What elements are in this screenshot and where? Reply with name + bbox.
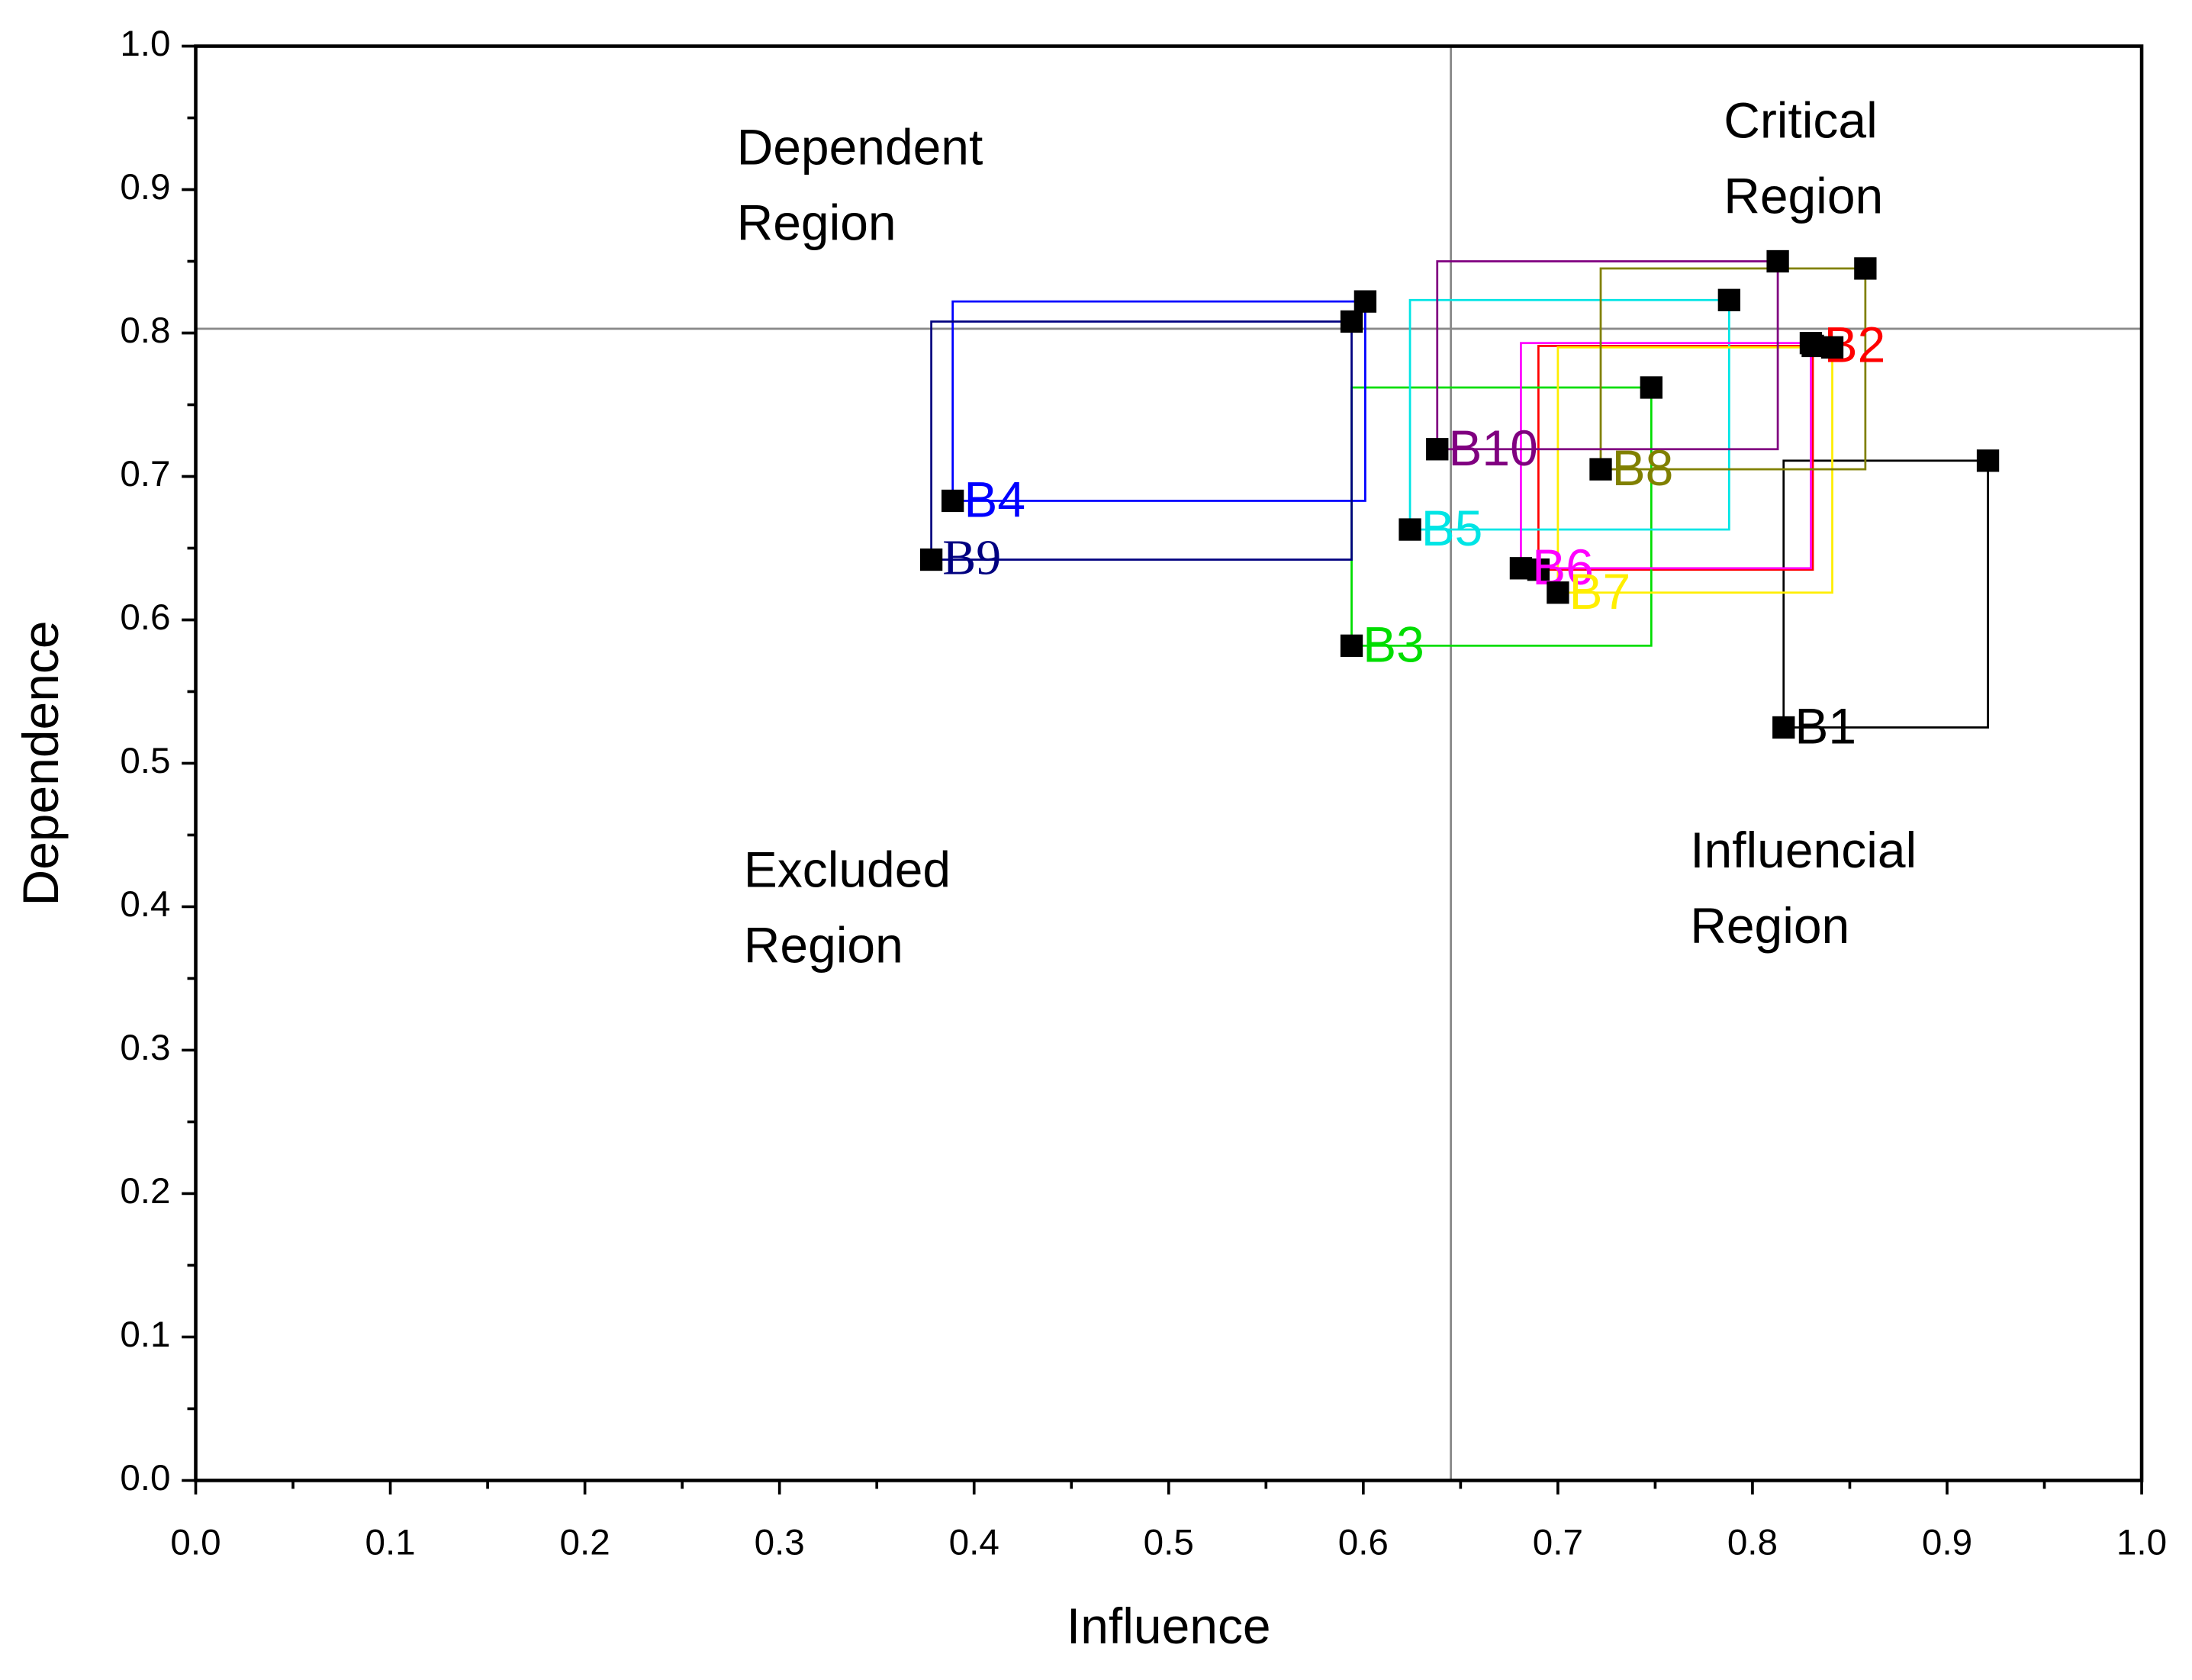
connector-box [1520,342,1812,570]
point [1426,438,1449,461]
y-tick-label: 0.4 [120,884,170,925]
connector-box [930,320,1353,561]
point [1766,249,1789,273]
x-tick-label: 0.9 [1922,1522,1972,1563]
y-tick-label: 1.0 [120,24,170,64]
point [1820,336,1844,359]
connector-box [1537,345,1814,571]
region-annotation: Region [1724,167,1883,224]
point [1547,581,1569,604]
point [1340,634,1363,657]
x-axis-title: Influence [1067,1598,1271,1654]
point [1799,332,1823,355]
x-tick-label: 0.2 [560,1522,610,1563]
y-tick-label: 0.7 [120,454,170,494]
point [1976,449,2000,472]
y-tick-label: 0.5 [120,741,170,781]
y-tick-label: 0.0 [120,1458,170,1498]
y-tick-label: 0.8 [120,311,170,351]
region-annotation: Region [744,917,903,974]
x-tick-label: 0.8 [1727,1522,1778,1563]
region-annotation: Critical [1724,92,1878,149]
y-tick-label: 0.3 [120,1028,170,1068]
x-tick-label: 1.0 [2116,1522,2167,1563]
point [1717,288,1740,311]
point-label: B10 [1448,420,1537,476]
point-label: B9 [942,529,1001,585]
region-annotation: Influencial [1690,822,1917,878]
region-annotation: Region [1690,897,1849,954]
point [1589,458,1612,481]
point [1772,716,1795,739]
connector-box [1436,260,1779,451]
y-tick-label: 0.1 [120,1315,170,1355]
x-tick-label: 0.1 [365,1522,415,1563]
point-label: B5 [1421,500,1483,556]
point [1640,376,1663,399]
connector-box [1782,459,1989,729]
x-tick-label: 0.0 [170,1522,220,1563]
point-label: B3 [1363,616,1424,672]
region-annotation: Region [737,194,896,250]
point-label: B1 [1794,698,1856,755]
connector-box [951,300,1366,502]
point [919,548,943,571]
point-label: B4 [964,471,1025,528]
y-tick-label: 0.6 [120,597,170,638]
point [1354,290,1377,313]
point-label: B8 [1612,439,1674,496]
point-label: B7 [1569,563,1631,620]
x-tick-label: 0.4 [949,1522,999,1563]
connector-box [1408,298,1730,531]
x-tick-label: 0.6 [1338,1522,1389,1563]
x-tick-label: 0.7 [1533,1522,1583,1563]
region-annotation: Dependent [737,118,983,175]
x-tick-label: 0.5 [1144,1522,1194,1563]
point [1399,518,1421,541]
y-tick-label: 0.9 [120,167,170,208]
point [1340,310,1363,333]
y-tick-label: 0.2 [120,1171,170,1212]
y-axis-title: Dependence [12,620,69,906]
point [1854,257,1877,280]
point [941,489,964,513]
connector-box [1599,267,1867,471]
point [1509,557,1533,580]
region-annotation: Excluded [744,842,951,898]
x-tick-label: 0.3 [755,1522,805,1563]
plot-frame [194,44,2144,1482]
